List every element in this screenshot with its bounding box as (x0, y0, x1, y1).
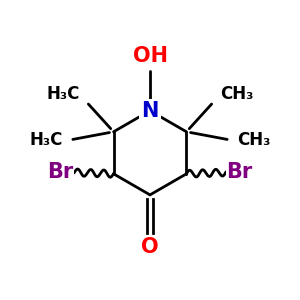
Text: CH₃: CH₃ (220, 85, 254, 103)
Text: OH: OH (133, 46, 167, 66)
Text: Br: Br (47, 162, 74, 182)
Text: O: O (141, 237, 159, 257)
Text: H₃C: H₃C (30, 131, 63, 149)
Text: CH₃: CH₃ (237, 131, 270, 149)
Text: N: N (141, 101, 159, 121)
Text: H₃C: H₃C (46, 85, 80, 103)
Text: Br: Br (226, 162, 253, 182)
